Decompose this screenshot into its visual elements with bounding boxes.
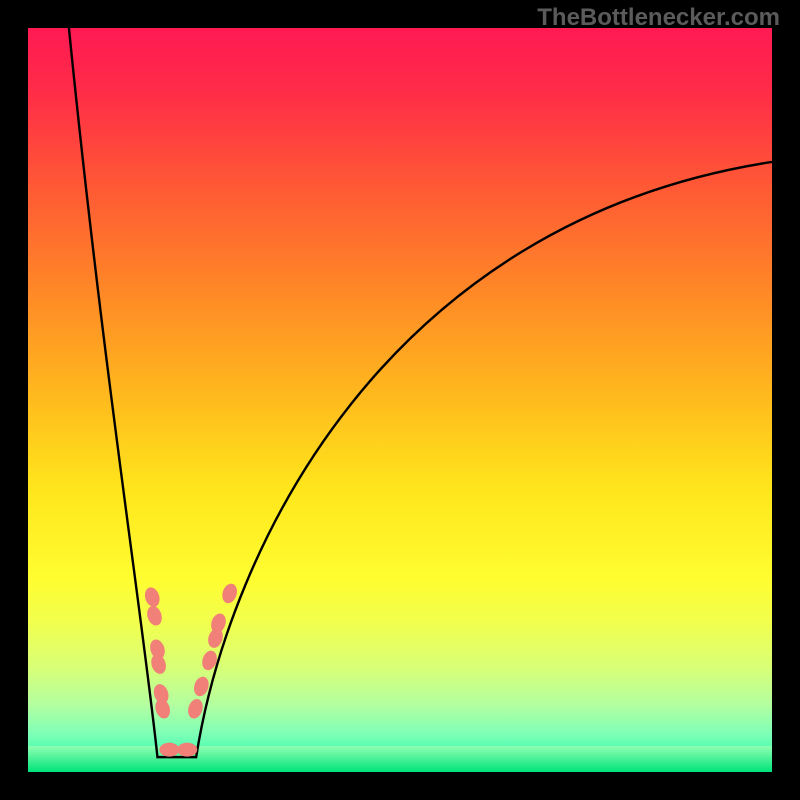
chart-svg — [28, 28, 772, 772]
data-bead — [177, 743, 197, 757]
watermark-text: TheBottlenecker.com — [537, 4, 780, 32]
data-bead — [159, 743, 179, 757]
plot-area — [28, 28, 772, 772]
